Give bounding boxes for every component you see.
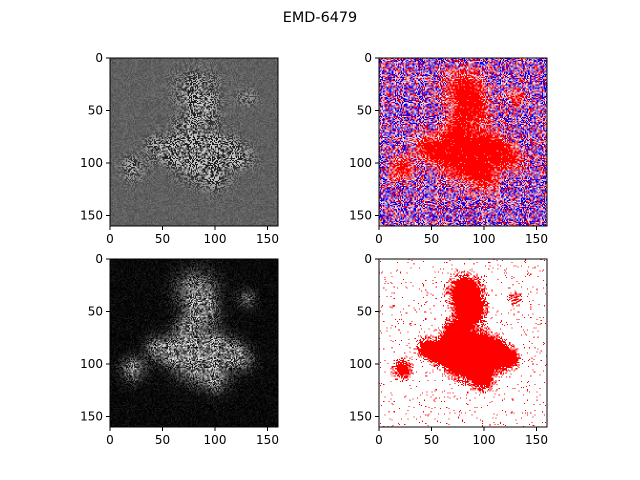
y-tick-label: 0 [364,51,372,65]
y-tick-label: 150 [349,209,372,223]
y-tick-label: 50 [88,305,103,319]
y-tick-label: 150 [80,410,103,424]
y-tick-label: 100 [80,357,103,371]
y-tick-label: 50 [357,305,372,319]
axes-frame-top-left [109,57,279,227]
y-tick-label: 100 [349,357,372,371]
y-tick-label: 150 [349,410,372,424]
x-tick-label: 100 [204,433,227,447]
x-tick-label: 0 [106,232,114,246]
x-tick-label: 0 [375,232,383,246]
x-tick-label: 150 [525,433,548,447]
y-tick-label: 100 [80,156,103,170]
axes-frame-bottom-right [378,258,548,428]
x-tick-label: 0 [375,433,383,447]
heatmap-image-top-right [379,58,547,226]
y-tick-label: 50 [357,104,372,118]
y-tick-label: 0 [364,252,372,266]
x-tick-label: 50 [424,433,439,447]
y-tick-label: 100 [349,156,372,170]
x-tick-label: 100 [473,232,496,246]
x-tick-label: 0 [106,433,114,447]
x-tick-label: 50 [424,232,439,246]
x-tick-label: 100 [473,433,496,447]
x-tick-label: 50 [155,232,170,246]
y-tick-label: 0 [95,252,103,266]
x-tick-label: 50 [155,433,170,447]
axes-frame-top-right [378,57,548,227]
heatmap-image-bottom-left [110,259,278,427]
heatmap-image-top-left [110,58,278,226]
y-tick-label: 150 [80,209,103,223]
axes-frame-bottom-left [109,258,279,428]
x-tick-label: 100 [204,232,227,246]
x-tick-label: 150 [256,433,279,447]
y-tick-label: 50 [88,104,103,118]
x-tick-label: 150 [525,232,548,246]
y-tick-label: 0 [95,51,103,65]
figure-title: EMD-6479 [283,10,357,26]
heatmap-image-bottom-right [379,259,547,427]
x-tick-label: 150 [256,232,279,246]
